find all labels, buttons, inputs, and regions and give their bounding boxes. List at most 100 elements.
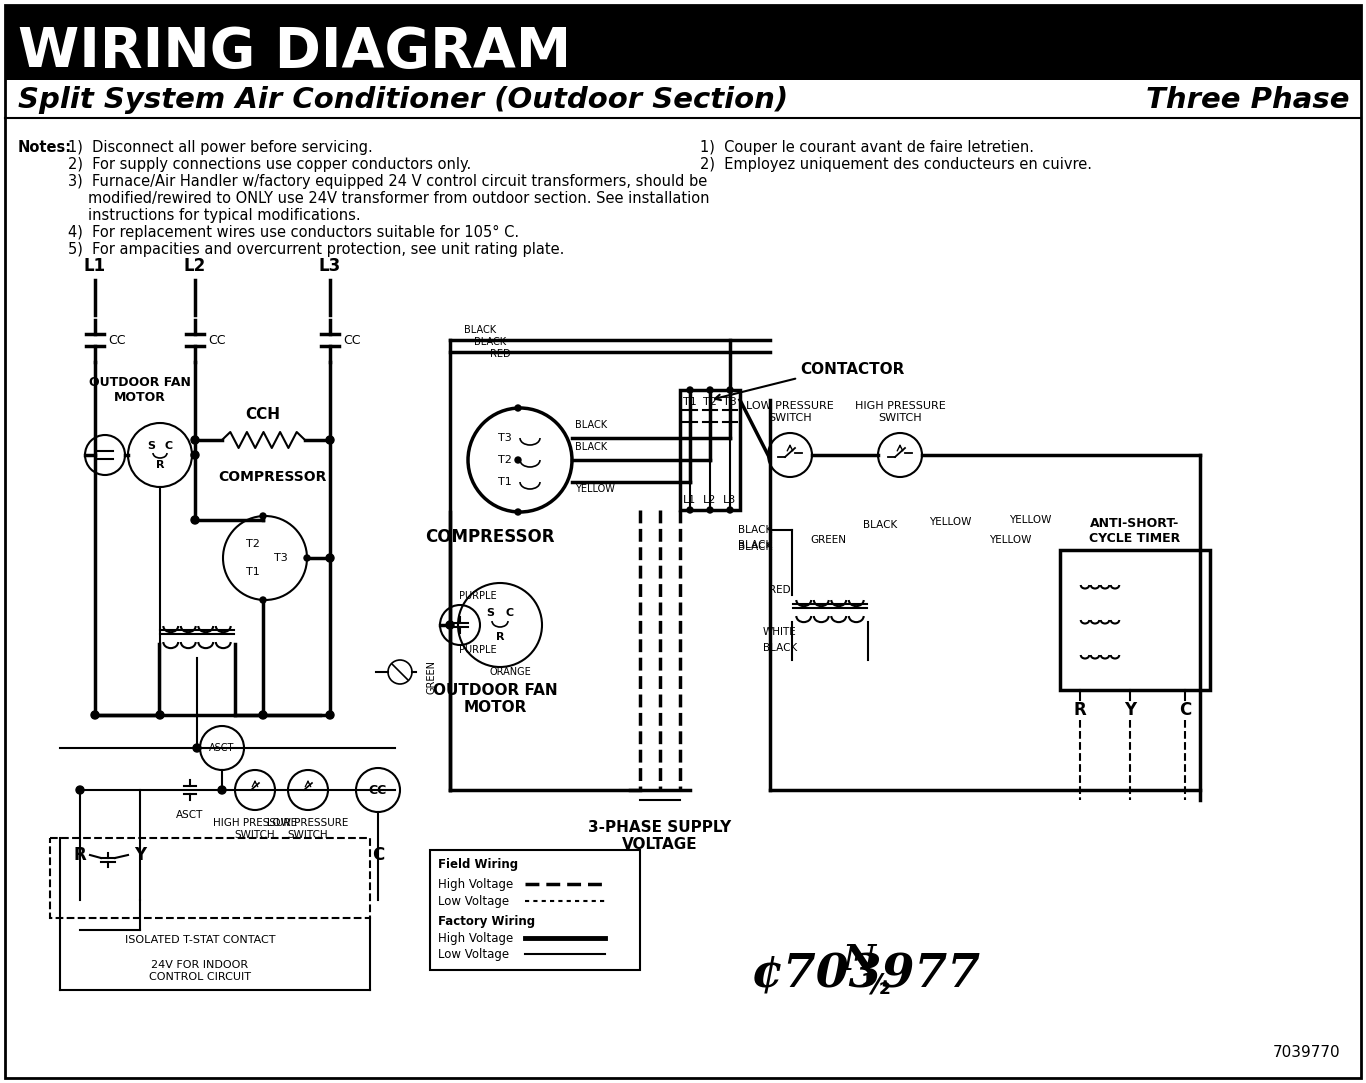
Text: LOW PRESSURE
SWITCH: LOW PRESSURE SWITCH — [268, 818, 348, 839]
Text: WIRING DIAGRAM: WIRING DIAGRAM — [18, 25, 571, 79]
Bar — [51, 838, 370, 918]
Text: YELLOW: YELLOW — [575, 484, 615, 494]
Text: R: R — [496, 632, 504, 642]
Text: S: S — [148, 441, 154, 451]
Text: 1)  Disconnect all power before servicing.: 1) Disconnect all power before servicing… — [68, 140, 373, 155]
Text: L1: L1 — [683, 495, 697, 505]
Text: Three Phase: Three Phase — [1146, 86, 1350, 114]
Text: BLACK: BLACK — [863, 520, 897, 530]
Text: C: C — [1179, 701, 1191, 719]
Text: 2)  For supply connections use copper conductors only.: 2) For supply connections use copper con… — [68, 157, 471, 172]
Text: OUTDOOR FAN
MOTOR: OUTDOOR FAN MOTOR — [89, 376, 191, 404]
Text: HIGH PRESSURE
SWITCH: HIGH PRESSURE SWITCH — [213, 818, 296, 839]
Text: S: S — [486, 608, 494, 618]
Text: 3-PHASE SUPPLY
VOLTAGE: 3-PHASE SUPPLY VOLTAGE — [589, 820, 732, 852]
Text: Low Voltage: Low Voltage — [438, 895, 510, 908]
Text: CONTACTOR: CONTACTOR — [800, 363, 904, 378]
Text: L3: L3 — [318, 257, 342, 275]
Text: L3: L3 — [724, 495, 736, 505]
Circle shape — [447, 621, 454, 629]
Text: modified/rewired to ONLY use 24V transformer from outdoor section. See installat: modified/rewired to ONLY use 24V transfo… — [87, 191, 709, 206]
Text: High Voltage: High Voltage — [438, 878, 514, 891]
Text: BLACK: BLACK — [738, 542, 772, 552]
Text: 7039770: 7039770 — [1272, 1045, 1340, 1060]
Text: C: C — [372, 846, 384, 864]
Text: T3: T3 — [499, 433, 512, 443]
Circle shape — [92, 712, 98, 719]
Text: N: N — [843, 943, 876, 977]
Circle shape — [515, 457, 520, 464]
Text: Notes:: Notes: — [18, 140, 72, 155]
Circle shape — [260, 513, 266, 519]
Text: instructions for typical modifications.: instructions for typical modifications. — [87, 208, 361, 223]
Text: LOW PRESSURE
SWITCH: LOW PRESSURE SWITCH — [746, 402, 833, 423]
Circle shape — [260, 597, 266, 603]
Text: ANTI-SHORT-
CYCLE TIMER: ANTI-SHORT- CYCLE TIMER — [1089, 517, 1180, 545]
Circle shape — [191, 436, 199, 444]
Circle shape — [193, 744, 201, 752]
Text: T2: T2 — [246, 539, 260, 549]
Text: L2: L2 — [703, 495, 717, 505]
Circle shape — [260, 712, 266, 719]
Text: Field Wiring: Field Wiring — [438, 858, 518, 871]
Circle shape — [326, 436, 335, 444]
Circle shape — [727, 507, 734, 513]
Text: YELLOW: YELLOW — [929, 517, 971, 527]
Text: R: R — [1074, 701, 1086, 719]
Text: HIGH PRESSURE
SWITCH: HIGH PRESSURE SWITCH — [855, 402, 945, 423]
Circle shape — [687, 387, 693, 393]
Text: T2: T2 — [499, 455, 512, 465]
Text: R: R — [74, 846, 86, 864]
Bar — [5, 5, 1361, 80]
Text: Low Voltage: Low Voltage — [438, 948, 510, 961]
Text: L1: L1 — [83, 257, 107, 275]
Circle shape — [76, 786, 83, 794]
Text: CC: CC — [108, 334, 126, 347]
Text: PURPLE: PURPLE — [459, 591, 497, 601]
Text: BLACK: BLACK — [575, 442, 607, 452]
Text: RED: RED — [489, 349, 511, 358]
Text: CCH: CCH — [246, 407, 280, 422]
Text: CC: CC — [208, 334, 225, 347]
Text: C: C — [505, 608, 514, 618]
Text: ASCT: ASCT — [176, 810, 204, 820]
Text: T1: T1 — [499, 477, 512, 487]
Text: 5)  For ampacities and overcurrent protection, see unit rating plate.: 5) For ampacities and overcurrent protec… — [68, 242, 564, 257]
Text: Y: Y — [1124, 701, 1137, 719]
Text: BLACK: BLACK — [762, 643, 798, 653]
Text: BLACK: BLACK — [464, 325, 496, 335]
Text: ORANGE: ORANGE — [489, 667, 531, 677]
Circle shape — [515, 509, 520, 516]
Text: ½: ½ — [862, 971, 891, 999]
Text: CC: CC — [343, 334, 361, 347]
Bar — [1060, 550, 1210, 690]
Text: ASCT: ASCT — [209, 743, 235, 753]
Text: 2)  Employez uniquement des conducteurs en cuivre.: 2) Employez uniquement des conducteurs e… — [699, 157, 1091, 172]
Text: GREEN: GREEN — [428, 660, 437, 694]
Text: COMPRESSOR: COMPRESSOR — [425, 529, 555, 546]
Text: YELLOW: YELLOW — [989, 535, 1031, 545]
Text: GREEN: GREEN — [810, 535, 846, 545]
Text: T3: T3 — [275, 553, 288, 563]
Bar — [430, 850, 641, 970]
Text: CC: CC — [369, 783, 387, 796]
Circle shape — [305, 554, 310, 561]
Circle shape — [156, 712, 164, 719]
Circle shape — [191, 516, 199, 524]
Text: YELLOW: YELLOW — [1009, 516, 1052, 525]
Text: 3)  Furnace/Air Handler w/factory equipped 24 V control circuit transformers, sh: 3) Furnace/Air Handler w/factory equippe… — [68, 174, 708, 190]
Text: 1)  Couper le courant avant de faire letretien.: 1) Couper le courant avant de faire letr… — [699, 140, 1034, 155]
Circle shape — [708, 387, 713, 393]
Text: L2: L2 — [184, 257, 206, 275]
Text: T2: T2 — [703, 397, 717, 407]
Circle shape — [687, 507, 693, 513]
Text: BLACK: BLACK — [738, 540, 772, 550]
Circle shape — [326, 712, 335, 719]
Text: BLACK: BLACK — [575, 420, 607, 430]
Text: High Voltage: High Voltage — [438, 932, 514, 945]
Circle shape — [708, 507, 713, 513]
Circle shape — [191, 451, 199, 459]
Text: ¢703977: ¢703977 — [750, 952, 981, 999]
Circle shape — [515, 405, 520, 412]
Text: BLACK: BLACK — [474, 337, 505, 347]
